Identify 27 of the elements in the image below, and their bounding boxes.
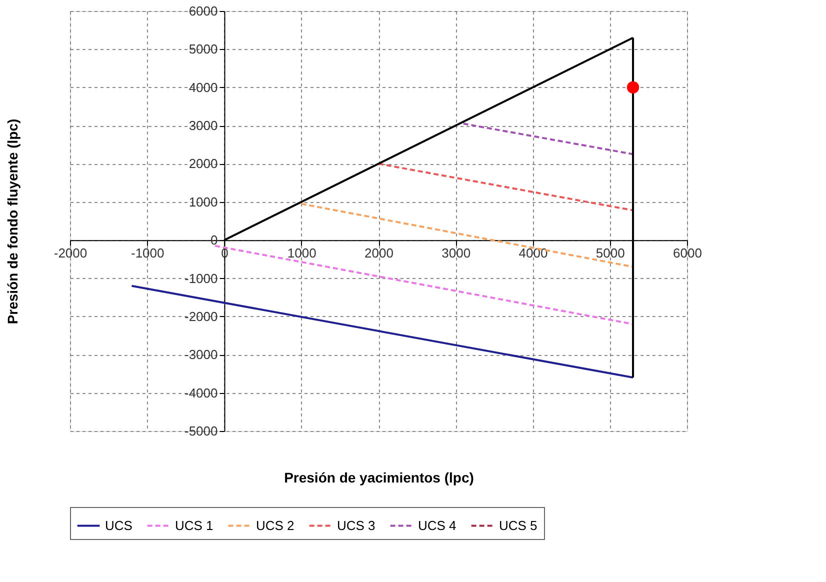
- y-tick-label: 3000: [188, 118, 218, 134]
- legend-label: UCS 3: [337, 518, 376, 533]
- y-tick-label: -5000: [184, 424, 218, 438]
- legend-label: UCS 5: [499, 518, 538, 533]
- legend-label: UCS 4: [418, 518, 456, 533]
- x-tick-label: 1000: [287, 246, 316, 261]
- y-tick-label: 6000: [188, 4, 218, 18]
- legend-label: UCS: [105, 518, 133, 533]
- y-tick-label: -4000: [184, 385, 218, 400]
- y-tick-label: -2000: [184, 308, 218, 324]
- x-tick-label: 5000: [596, 246, 625, 261]
- x-axis-title: Presión de yacimientos (lpc): [284, 470, 474, 486]
- x-tick-label: -1000: [131, 246, 164, 261]
- legend-label: UCS 1: [175, 518, 214, 533]
- y-tick-label: 2000: [188, 156, 218, 172]
- y-tick-label: -3000: [184, 347, 218, 362]
- x-tick-label: 4000: [518, 246, 548, 261]
- y-tick-label: -1000: [184, 270, 218, 286]
- y-tick-label: 4000: [188, 80, 218, 95]
- y-tick-label: 5000: [188, 42, 218, 57]
- x-tick-label: 3000: [442, 246, 471, 261]
- legend-label: UCS 2: [256, 518, 294, 533]
- y-tick-label: 1000: [188, 194, 218, 210]
- x-tick-label: 6000: [673, 246, 702, 261]
- y-axis-title: Presión de fondo fluyente (lpc): [4, 118, 20, 324]
- x-tick-label: -2000: [54, 246, 88, 261]
- x-tick-label: 2000: [364, 246, 394, 261]
